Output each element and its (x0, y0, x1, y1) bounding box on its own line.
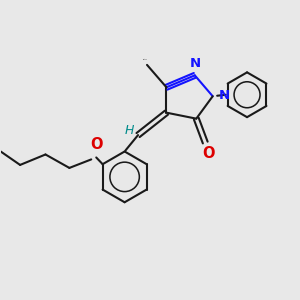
Text: O: O (202, 146, 215, 161)
Text: methyl: methyl (143, 58, 148, 59)
Text: O: O (90, 137, 103, 152)
Text: N: N (190, 57, 201, 70)
Text: N: N (219, 89, 230, 102)
Text: H: H (124, 124, 134, 137)
